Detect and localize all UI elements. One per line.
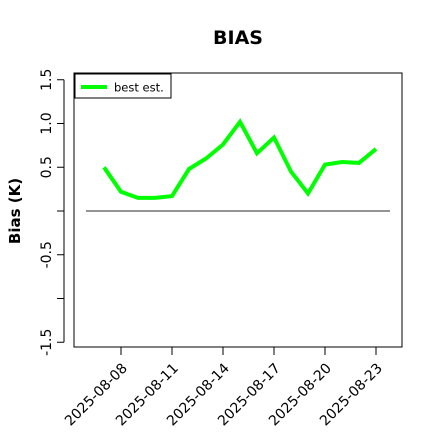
y-tick-label: -1.5 [39,329,55,356]
plot-frame [73,72,403,348]
x-axis: 2025-08-082025-08-112025-08-142025-08-17… [62,347,386,429]
series-layer [102,118,378,200]
legend-label: best est. [114,81,164,95]
chart-title: BIAS [213,27,263,49]
y-axis: -1.5 -0.5 0.5 1.0 1.5 [39,69,65,356]
y-tick-label: -0.5 [39,241,55,268]
y-tick-label: 0.5 [39,156,55,178]
y-tick-label: 1.0 [39,112,55,134]
series-line-0 [102,118,378,200]
legend: best est. [74,73,172,99]
y-tick-label: 1.5 [39,69,55,91]
y-axis-label: Bias (K) [6,178,24,244]
